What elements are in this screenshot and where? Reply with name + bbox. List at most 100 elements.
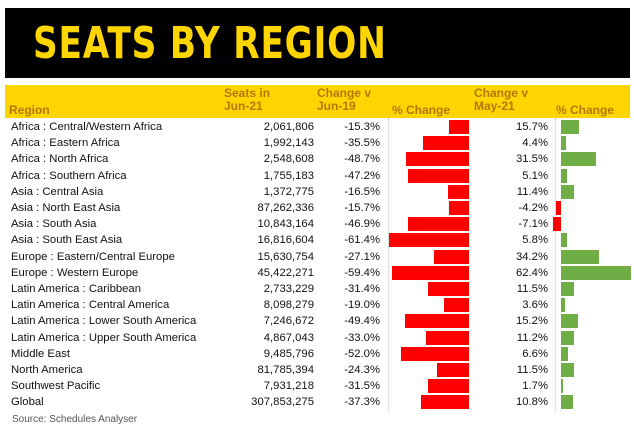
change-may21-value: 5.8% xyxy=(522,234,548,247)
change-may21-bar xyxy=(561,184,574,199)
table-row: Asia : North East Asia 87,262,336 -15.7% -4… xyxy=(8,200,630,216)
change-jun19-value: -35.5% xyxy=(344,137,380,150)
table-row: Middle East 9,485,796 -52.0% 6.6% xyxy=(8,346,630,362)
region-name: Africa : North Africa xyxy=(11,153,109,166)
change-jun19-bar xyxy=(437,363,469,377)
region-name: Middle East xyxy=(11,347,71,360)
change-may21-value: 11.2% xyxy=(516,331,548,344)
seats-value: 81,785,394 xyxy=(257,364,314,376)
change-may21-value: 62.4% xyxy=(515,266,548,279)
change-jun19-value: -31.4% xyxy=(344,283,380,295)
region-name: Southwest Pacific xyxy=(11,380,101,393)
change-may21-bar xyxy=(561,265,631,280)
seats-value: 87,262,336 xyxy=(257,202,314,214)
seats-value: 9,485,796 xyxy=(263,347,314,360)
change-may21-value: 34.2% xyxy=(515,250,548,263)
region-name: North America xyxy=(11,364,83,376)
change-may21-bar xyxy=(561,152,597,167)
change-may21-value: 11.4% xyxy=(516,185,548,198)
change-may21-bar xyxy=(556,201,561,215)
column-divider xyxy=(388,118,389,412)
region-name: Latin America : Caribbean xyxy=(11,283,141,295)
region-name: Latin America : Upper South America xyxy=(11,331,197,344)
table-row: Africa : Central/Western Africa 2,061,806… xyxy=(8,119,630,135)
change-may21-value: 5.1% xyxy=(522,169,548,182)
change-may21-bar xyxy=(561,282,574,296)
region-name: Global xyxy=(11,396,44,409)
change-may21-bar xyxy=(561,395,574,410)
seats-value: 8,098,279 xyxy=(263,299,314,312)
header-pct-change-1: % Change xyxy=(388,85,470,118)
seats-value: 4,867,043 xyxy=(263,331,314,344)
change-may21-value: -7.1% xyxy=(518,218,548,231)
seats-value: 2,061,806 xyxy=(263,121,314,133)
region-name: Asia : Central Asia xyxy=(11,185,104,198)
table-row: Africa : Southern Africa 1,755,183 -47.2% 5… xyxy=(8,168,630,184)
seats-value: 10,843,164 xyxy=(257,218,314,231)
title-banner: SEATS BY REGION xyxy=(5,8,630,78)
column-divider xyxy=(555,118,556,412)
table-row: Asia : South Asia 10,843,164 -46.9% -7.1% xyxy=(8,216,630,232)
change-jun19-bar xyxy=(444,298,469,313)
change-may21-bar xyxy=(561,233,568,248)
region-name: Europe : Western Europe xyxy=(11,266,139,279)
seats-value: 1,992,143 xyxy=(263,137,314,150)
seats-value: 7,246,672 xyxy=(263,315,314,328)
region-name: Latin America : Central America xyxy=(11,299,170,312)
change-jun19-bar xyxy=(422,136,469,151)
seats-value: 7,931,218 xyxy=(263,380,314,393)
header-pct-change-2: % Change xyxy=(552,85,630,118)
change-jun19-bar xyxy=(420,395,469,410)
change-may21-value: 11.5% xyxy=(516,364,548,376)
change-may21-bar xyxy=(561,330,574,345)
seats-value: 15,630,754 xyxy=(257,250,314,263)
change-may21-bar xyxy=(561,314,579,329)
source-note: Source: Schedules Analyser xyxy=(12,414,138,425)
change-may21-value: 15.2% xyxy=(515,315,548,328)
seats-value: 16,816,604 xyxy=(257,234,314,247)
table-row: Global 307,853,275 -37.3% 10.8% xyxy=(8,394,630,410)
change-jun19-bar xyxy=(389,233,469,248)
change-jun19-value: -27.1% xyxy=(344,250,380,263)
change-may21-bar xyxy=(561,249,600,264)
region-name: Asia : South Asia xyxy=(11,218,97,231)
change-jun19-value: -16.5% xyxy=(344,185,380,198)
change-may21-bar xyxy=(561,168,567,183)
table-row: Latin America : Lower South America 7,246… xyxy=(8,313,630,329)
header-change-may21: Change v May-21 xyxy=(470,85,552,118)
page-title: SEATS BY REGION xyxy=(33,18,387,69)
seats-value: 45,422,271 xyxy=(257,266,314,279)
table-row: Southwest Pacific 7,931,218 -31.5% 1.7% xyxy=(8,378,630,394)
header-seats: Seats in Jun-21 xyxy=(220,85,313,118)
change-jun19-bar xyxy=(428,379,469,394)
change-jun19-bar xyxy=(448,201,469,215)
region-name: Europe : Eastern/Central Europe xyxy=(11,250,175,263)
change-may21-bar xyxy=(561,298,566,313)
seats-value: 1,755,183 xyxy=(263,169,314,182)
change-jun19-value: -15.3% xyxy=(344,121,380,133)
change-may21-bar xyxy=(561,120,579,134)
change-may21-bar xyxy=(561,136,566,151)
change-jun19-value: -61.4% xyxy=(344,234,380,247)
change-jun19-value: -47.2% xyxy=(344,169,380,182)
change-jun19-value: -15.7% xyxy=(344,202,380,214)
table-row: Latin America : Upper South America 4,867… xyxy=(8,330,630,346)
region-name: Africa : Central/Western Africa xyxy=(11,121,163,133)
table-row: Asia : Central Asia 1,372,775 -16.5% 11.4% xyxy=(8,184,630,200)
table-row: Africa : Eastern Africa 1,992,143 -35.5% 4.… xyxy=(8,135,630,151)
table-row: North America 81,785,394 -24.3% 11.5% xyxy=(8,362,630,378)
change-jun19-bar xyxy=(404,314,469,329)
change-may21-bar xyxy=(561,346,569,361)
change-may21-value: 31.5% xyxy=(515,153,548,166)
change-jun19-bar xyxy=(401,346,469,361)
table-row: Europe : Western Europe 45,422,271 -59.4% 6… xyxy=(8,265,631,281)
change-jun19-value: -59.4% xyxy=(344,266,380,279)
change-jun19-bar xyxy=(447,184,469,199)
change-may21-bar xyxy=(561,363,574,377)
table-row: Africa : North Africa 2,548,608 -48.7% 31.5… xyxy=(8,151,630,167)
change-jun19-value: -33.0% xyxy=(344,331,380,344)
change-jun19-bar xyxy=(449,120,469,134)
region-name: Africa : Eastern Africa xyxy=(11,137,120,150)
change-jun19-value: -37.3% xyxy=(344,396,380,409)
change-may21-value: -4.2% xyxy=(518,202,548,214)
